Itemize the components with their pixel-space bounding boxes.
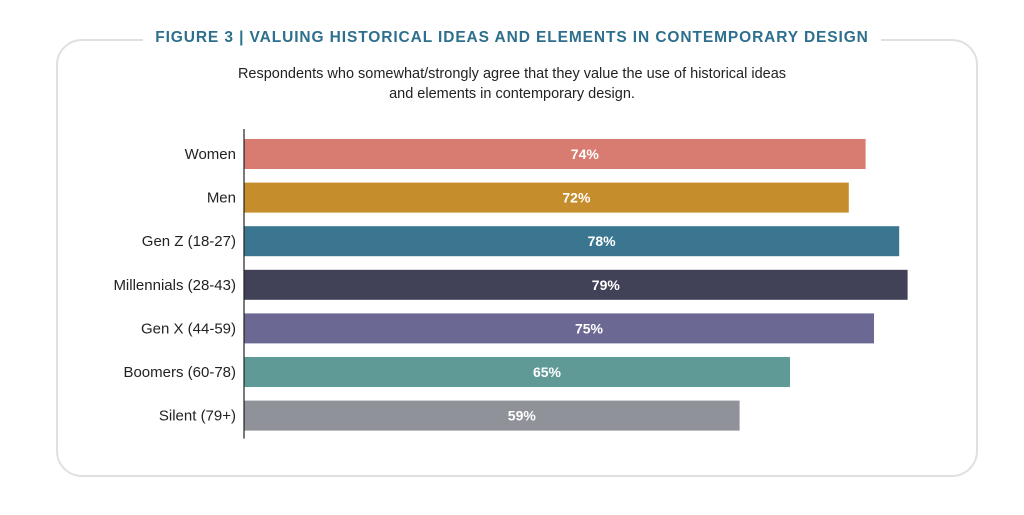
bar-gen-z-18-27: [244, 226, 900, 257]
category-label-millennials-28-43: Millennials (28-43): [113, 277, 236, 294]
bar-boomers-60-78: [244, 357, 790, 387]
value-label-men: 72%: [562, 190, 591, 206]
category-label-gen-x-44-59: Gen X (44-59): [141, 320, 236, 337]
category-label-boomers-60-78: Boomers (60-78): [123, 364, 236, 381]
value-label-gen-x-44-59: 75%: [575, 320, 604, 336]
category-label-men: Men: [207, 190, 236, 207]
category-label-gen-z-18-27: Gen Z (18-27): [142, 233, 236, 250]
category-label-women: Women: [185, 146, 236, 163]
category-label-silent-79: Silent (79+): [159, 408, 236, 425]
subtitle-line-2: and elements in contemporary design.: [389, 86, 635, 102]
bar-silent-79: [244, 400, 740, 431]
subtitle-line-1: Respondents who somewhat/strongly agree …: [237, 66, 787, 82]
value-label-silent-79: 59%: [508, 408, 537, 424]
bar-millennials-28-43: [244, 269, 908, 300]
bar-women: [244, 139, 866, 169]
value-label-boomers-60-78: 65%: [533, 364, 562, 380]
value-label-women: 74%: [571, 146, 600, 162]
value-label-millennials-28-43: 79%: [592, 277, 621, 293]
bar-men: [244, 182, 849, 213]
figure-subtitle: Respondents who somewhat/strongly agree …: [0, 64, 1024, 104]
value-label-gen-z-18-27: 78%: [588, 233, 617, 249]
bar-gen-x-44-59: [244, 313, 874, 344]
